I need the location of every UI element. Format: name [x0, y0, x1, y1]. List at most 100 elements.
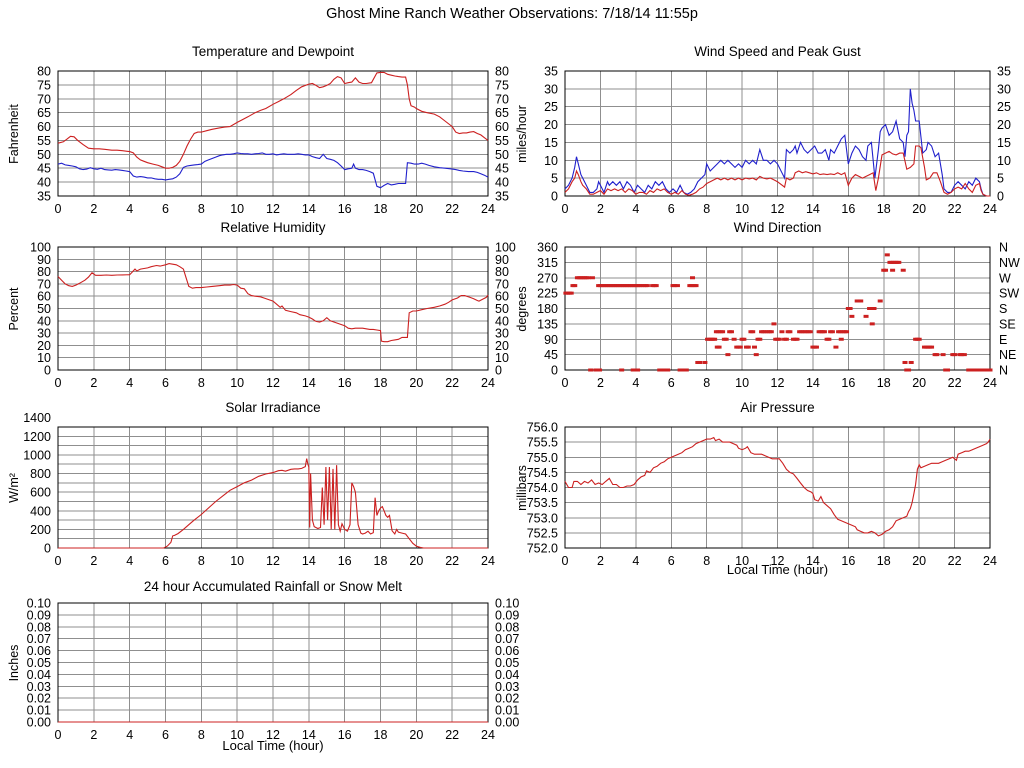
svg-text:10: 10	[544, 154, 558, 168]
svg-text:24: 24	[481, 554, 495, 568]
svg-text:0.04: 0.04	[495, 668, 519, 682]
svg-text:10: 10	[495, 351, 509, 365]
svg-text:4: 4	[126, 202, 133, 216]
svg-text:2: 2	[597, 376, 604, 390]
svg-text:12: 12	[266, 554, 280, 568]
svg-text:20: 20	[544, 118, 558, 132]
svg-text:40: 40	[495, 176, 509, 190]
svg-text:45: 45	[37, 162, 51, 176]
svg-text:90: 90	[495, 253, 509, 267]
svg-text:6: 6	[162, 376, 169, 390]
svg-text:0: 0	[44, 364, 51, 378]
svg-text:18: 18	[374, 202, 388, 216]
chart-title-wind-speed: Wind Speed and Peak Gust	[694, 44, 861, 59]
chart-title-wind-direction: Wind Direction	[733, 220, 822, 235]
svg-text:1000: 1000	[23, 448, 51, 462]
svg-text:2: 2	[597, 554, 604, 568]
svg-text:16: 16	[841, 376, 855, 390]
page-title: Ghost Mine Ranch Weather Observations: 7…	[326, 6, 698, 22]
svg-text:18: 18	[877, 554, 891, 568]
svg-text:0.06: 0.06	[27, 644, 51, 658]
svg-text:20: 20	[409, 202, 423, 216]
svg-text:22: 22	[948, 376, 962, 390]
svg-text:35: 35	[544, 65, 558, 79]
svg-text:16: 16	[338, 554, 352, 568]
svg-text:8: 8	[198, 376, 205, 390]
svg-text:65: 65	[495, 106, 509, 120]
chart-title-air-pressure: Air Pressure	[740, 400, 815, 415]
svg-text:NE: NE	[999, 348, 1016, 362]
svg-text:16: 16	[338, 202, 352, 216]
svg-text:8: 8	[703, 202, 710, 216]
svg-text:16: 16	[338, 376, 352, 390]
svg-text:30: 30	[997, 82, 1011, 96]
svg-text:12: 12	[771, 376, 785, 390]
svg-text:0.01: 0.01	[27, 704, 51, 718]
svg-text:20: 20	[912, 202, 926, 216]
svg-text:12: 12	[266, 728, 280, 742]
svg-text:8: 8	[703, 376, 710, 390]
svg-text:18: 18	[877, 376, 891, 390]
svg-text:10: 10	[997, 154, 1011, 168]
svg-text:0.07: 0.07	[495, 632, 519, 646]
svg-text:15: 15	[544, 136, 558, 150]
svg-text:40: 40	[37, 314, 51, 328]
svg-text:16: 16	[338, 728, 352, 742]
svg-text:14: 14	[806, 202, 820, 216]
svg-text:0: 0	[44, 542, 51, 556]
svg-text:10: 10	[230, 376, 244, 390]
svg-text:0: 0	[562, 554, 569, 568]
svg-text:18: 18	[374, 554, 388, 568]
svg-text:12: 12	[266, 202, 280, 216]
svg-text:20: 20	[997, 118, 1011, 132]
svg-text:600: 600	[30, 486, 51, 500]
svg-text:752.0: 752.0	[527, 542, 558, 556]
svg-text:360: 360	[537, 241, 558, 255]
svg-text:0: 0	[997, 190, 1004, 204]
svg-text:10: 10	[735, 554, 749, 568]
svg-text:0.10: 0.10	[495, 597, 519, 611]
svg-text:0.00: 0.00	[27, 716, 51, 730]
svg-text:1400: 1400	[23, 411, 51, 425]
svg-text:0: 0	[55, 728, 62, 742]
svg-text:10: 10	[735, 376, 749, 390]
svg-text:753.5: 753.5	[527, 496, 558, 510]
svg-text:12: 12	[266, 376, 280, 390]
svg-text:60: 60	[495, 120, 509, 134]
svg-text:65: 65	[37, 106, 51, 120]
svg-text:0: 0	[55, 554, 62, 568]
svg-text:SE: SE	[999, 317, 1016, 331]
svg-text:0.04: 0.04	[27, 668, 51, 682]
svg-text:0: 0	[495, 364, 502, 378]
svg-text:14: 14	[302, 728, 316, 742]
svg-text:0.05: 0.05	[27, 656, 51, 670]
svg-text:12: 12	[771, 554, 785, 568]
svg-text:0.03: 0.03	[495, 680, 519, 694]
svg-text:14: 14	[302, 554, 316, 568]
svg-text:2: 2	[597, 202, 604, 216]
svg-text:18: 18	[374, 728, 388, 742]
svg-text:5: 5	[551, 172, 558, 186]
svg-text:10: 10	[230, 202, 244, 216]
svg-text:0: 0	[551, 364, 558, 378]
chart-title-solar-irradiance: Solar Irradiance	[225, 400, 321, 415]
svg-text:8: 8	[198, 202, 205, 216]
svg-text:270: 270	[537, 271, 558, 285]
svg-text:753.0: 753.0	[527, 511, 558, 525]
svg-text:315: 315	[537, 256, 558, 270]
svg-text:4: 4	[126, 376, 133, 390]
svg-text:90: 90	[544, 333, 558, 347]
svg-text:12: 12	[771, 202, 785, 216]
svg-text:90: 90	[37, 253, 51, 267]
svg-text:70: 70	[495, 277, 509, 291]
svg-text:2: 2	[90, 202, 97, 216]
svg-text:0: 0	[562, 202, 569, 216]
svg-text:14: 14	[302, 202, 316, 216]
svg-text:2: 2	[90, 554, 97, 568]
svg-text:754.5: 754.5	[527, 466, 558, 480]
svg-text:14: 14	[806, 554, 820, 568]
svg-text:24: 24	[481, 202, 495, 216]
